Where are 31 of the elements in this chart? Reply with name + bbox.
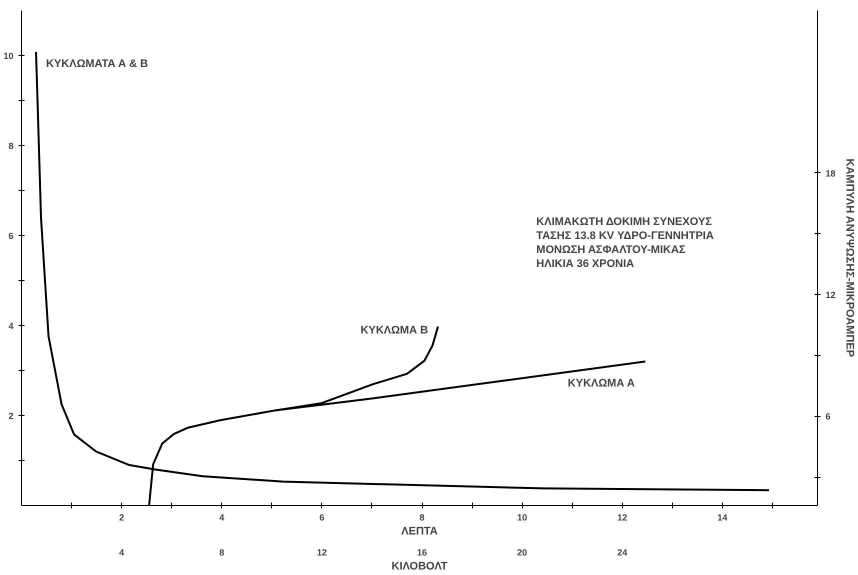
x2-tick-label: 20: [517, 548, 528, 558]
y-tick-label: 10: [3, 51, 14, 61]
annotation: ΜΟΝΩΣΗ ΑΣΦΑΛΤΟΥ-ΜΙΚΑΣ: [536, 244, 686, 256]
x-tick-label: 14: [717, 512, 728, 522]
y2-tick-label: 6: [826, 412, 831, 422]
x-axis-title: ΛΕΠΤΑ: [401, 526, 438, 538]
series-label: ΚΥΚΛΩΜΑΤΑ Α & Β: [46, 58, 148, 70]
x2-tick-label: 8: [219, 548, 224, 558]
x-tick-label: 2: [119, 512, 124, 522]
y2-tick-label: 12: [826, 290, 836, 300]
annotation: ΗΛΙΚΙΑ 36 ΧΡΟΝΙΑ: [536, 258, 634, 270]
x2-tick-label: 12: [316, 548, 327, 558]
x2-tick-label: 16: [417, 548, 428, 558]
x2-axis-title: ΚΙΛΟΒΟΛΤ: [392, 560, 448, 572]
series-label: ΚΥΚΛΩΜΑ Α: [568, 377, 635, 390]
x-tick-label: 12: [617, 512, 628, 522]
y-tick-label: 8: [8, 141, 14, 151]
x-tick-label: 8: [420, 512, 425, 522]
y-tick-label: 2: [8, 411, 14, 421]
annotation: ΚΛΙΜΑΚΩΤΗ ΔΟΚΙΜΗ ΣΥΝΕΧΟΥΣ: [536, 216, 712, 228]
x-tick-label: 10: [517, 512, 528, 522]
x-tick-label: 6: [319, 512, 324, 522]
y-tick-label: 6: [8, 231, 14, 241]
y2-axis-title: ΚΑΜΠΥΛΗ ΑΝΥΨΩΣΗΣ-ΜΙΚΡΟΑΜΠΕΡ: [844, 158, 856, 358]
y2-tick-label: 18: [826, 168, 836, 178]
annotation: ΤΑΣΗΣ 13.8 KV ΥΔΡΟ-ΓΕΝΝΗΤΡΙΑ: [536, 230, 714, 242]
y-tick-label: 4: [8, 321, 14, 331]
x2-tick-label: 4: [119, 548, 124, 558]
series-label: ΚΥΚΛΩΜΑ Β: [360, 324, 428, 337]
x-tick-label: 4: [219, 512, 224, 522]
x2-tick-label: 24: [617, 548, 628, 558]
